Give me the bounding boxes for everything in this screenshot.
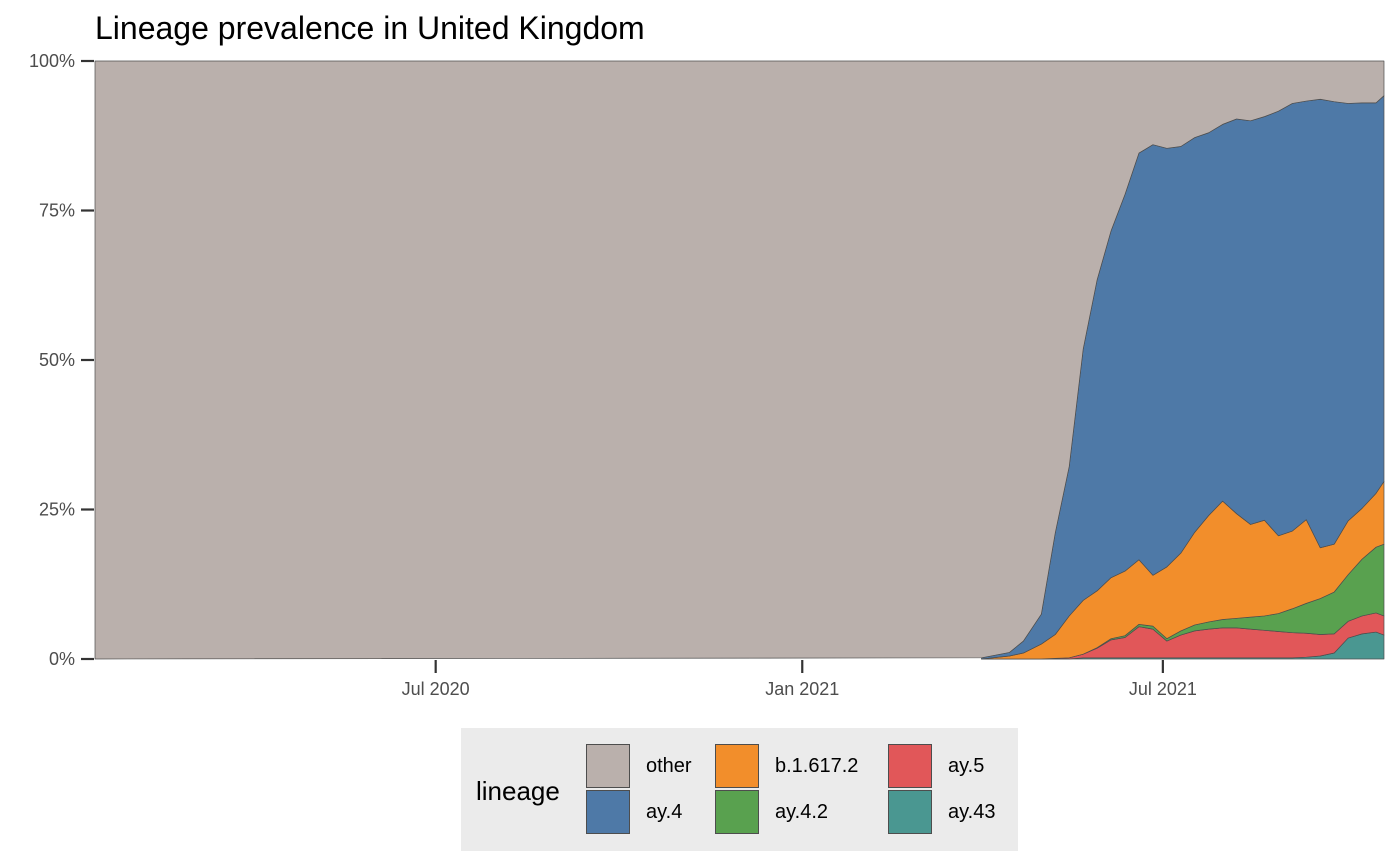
y-tick-label: 50% — [39, 350, 75, 370]
legend-label-ay4: ay.4 — [646, 801, 682, 824]
legend-item-ay5: ay.5 — [888, 744, 984, 788]
legend-label-other: other — [646, 755, 692, 778]
legend-item-b16172: b.1.617.2 — [715, 744, 858, 788]
plot-area — [95, 61, 1384, 659]
legend-key-ay42 — [715, 790, 759, 834]
legend-item-ay42: ay.4.2 — [715, 790, 828, 834]
x-tick-label: Jan 2021 — [765, 679, 839, 699]
legend-item-other: other — [586, 744, 692, 788]
y-tick-label: 0% — [49, 649, 75, 669]
legend-item-ay4: ay.4 — [586, 790, 682, 834]
legend-key-ay5 — [888, 744, 932, 788]
legend-key-other — [586, 744, 630, 788]
chart-title: Lineage prevalence in United Kingdom — [95, 10, 645, 46]
legend-label-ay42: ay.4.2 — [775, 801, 828, 824]
legend-key-b16172 — [715, 744, 759, 788]
legend-label-ay5: ay.5 — [948, 755, 984, 778]
y-tick-label: 75% — [39, 201, 75, 221]
y-tick-label: 25% — [39, 500, 75, 520]
x-tick-label: Jul 2020 — [402, 679, 470, 699]
legend-key-ay43 — [888, 790, 932, 834]
x-tick-label: Jul 2021 — [1129, 679, 1197, 699]
y-tick-label: 100% — [29, 51, 75, 71]
legend-item-ay43: ay.43 — [888, 790, 995, 834]
legend-label-ay43: ay.43 — [948, 801, 995, 824]
legend-key-ay4 — [586, 790, 630, 834]
legend-title: lineage — [476, 776, 560, 807]
legend-label-b16172: b.1.617.2 — [775, 755, 858, 778]
